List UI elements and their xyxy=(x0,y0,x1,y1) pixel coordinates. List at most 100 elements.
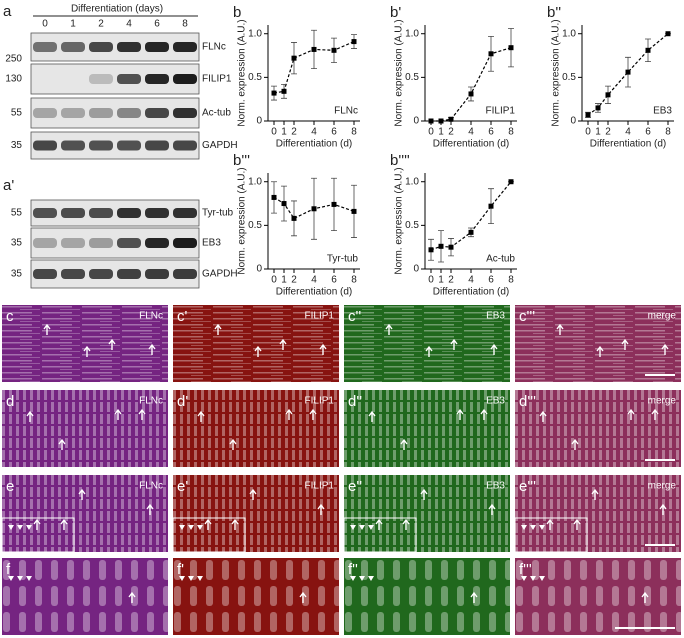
arrow xyxy=(26,410,34,422)
panel-label: e xyxy=(6,478,14,495)
plot-annotation: Tyr-tub xyxy=(327,254,359,265)
data-point xyxy=(625,69,631,75)
arrow xyxy=(641,591,649,603)
blot-band xyxy=(145,42,169,52)
blot-name: GAPDH xyxy=(202,269,238,280)
x-tick-label: 6 xyxy=(488,275,494,286)
x-tick-label: 1 xyxy=(595,127,601,138)
panel-label: e''' xyxy=(519,478,536,495)
arrowhead xyxy=(17,525,23,530)
arrow xyxy=(78,488,86,500)
blot-band xyxy=(117,42,141,52)
channel-label: FLNc xyxy=(139,396,163,407)
panel-label: b' xyxy=(390,4,401,21)
arrowhead xyxy=(8,576,14,581)
y-tick-label: 0.5 xyxy=(248,220,262,231)
arrow xyxy=(309,408,317,420)
micrograph: e'' EB3 xyxy=(343,475,510,553)
arrow xyxy=(229,438,237,450)
arrow xyxy=(490,343,498,355)
arrow xyxy=(60,518,68,530)
micrograph: c FLNc xyxy=(2,305,168,382)
blot-name: FLNc xyxy=(202,42,226,53)
arrowhead xyxy=(188,525,194,530)
x-tick-label: 4 xyxy=(468,127,474,138)
x-tick-label: 2 xyxy=(291,127,297,138)
x-tick-label: 0 xyxy=(428,275,434,286)
arrow xyxy=(33,518,41,530)
arrow xyxy=(375,518,383,530)
blot-band xyxy=(173,42,197,52)
arrowhead xyxy=(521,525,527,530)
arrow xyxy=(146,503,154,515)
data-point xyxy=(271,90,277,96)
blot-name: Ac-tub xyxy=(202,108,231,119)
data-point xyxy=(291,55,297,61)
image-texture xyxy=(173,305,339,382)
y-tick-label: 0 xyxy=(256,264,262,275)
channel-label: FLNc xyxy=(139,311,163,322)
blot-name: FILIP1 xyxy=(202,74,232,85)
arrowhead xyxy=(530,576,536,581)
blot-band xyxy=(117,269,141,279)
panel-label: b'''' xyxy=(390,152,410,169)
y-tick-label: 1.0 xyxy=(405,176,419,187)
micrograph: e FLNc xyxy=(1,475,168,553)
blot-band xyxy=(89,42,113,52)
blot-name: GAPDH xyxy=(202,140,238,151)
arrow xyxy=(204,518,212,530)
arrowhead xyxy=(188,576,194,581)
data-point xyxy=(281,201,287,207)
arrowhead xyxy=(539,576,545,581)
mw-marker: 130 xyxy=(5,74,22,85)
blot-band xyxy=(33,42,57,52)
arrowhead xyxy=(359,576,365,581)
blot-band xyxy=(61,208,85,218)
y-tick-label: 1.0 xyxy=(248,176,262,187)
x-tick-label: 4 xyxy=(311,127,317,138)
panel-label: b xyxy=(233,4,241,21)
image-texture xyxy=(344,390,510,467)
image-texture xyxy=(515,475,681,552)
x-tick-label: 2 xyxy=(291,275,297,286)
data-point xyxy=(311,206,317,212)
arrow xyxy=(456,408,464,420)
blot-band xyxy=(173,140,197,151)
inset-box xyxy=(1,517,75,553)
blot-strip xyxy=(30,131,200,160)
data-point xyxy=(585,112,591,118)
blot-band xyxy=(33,208,57,218)
data-point xyxy=(331,47,337,53)
blot-band xyxy=(145,74,169,84)
blot-band xyxy=(33,140,57,151)
lane-label: 6 xyxy=(154,19,160,30)
data-point xyxy=(351,208,357,214)
lane-label: 2 xyxy=(98,19,104,30)
image-texture xyxy=(515,390,681,467)
panel-label: b'' xyxy=(547,4,561,21)
x-axis-label: Differentiation (d) xyxy=(276,287,353,298)
data-point xyxy=(438,243,444,249)
blot-band xyxy=(61,140,85,151)
arrow xyxy=(400,438,408,450)
x-tick-label: 6 xyxy=(488,127,494,138)
data-line xyxy=(273,41,355,94)
blot-name: EB3 xyxy=(202,238,221,249)
plot-annotation: EB3 xyxy=(653,106,672,117)
x-tick-label: 4 xyxy=(311,275,317,286)
mw-marker: 55 xyxy=(11,108,23,119)
micrograph: e' FILIP1 xyxy=(172,475,339,553)
arrow xyxy=(621,338,629,350)
image-texture xyxy=(2,558,168,635)
x-tick-label: 2 xyxy=(448,275,454,286)
blot-band xyxy=(173,238,197,248)
channel-label: EB3 xyxy=(486,481,505,492)
arrow xyxy=(659,503,667,515)
blot-band xyxy=(173,208,197,218)
arrowhead xyxy=(359,525,365,530)
lane-label: 1 xyxy=(70,19,76,30)
panel-label: d''' xyxy=(519,393,536,410)
panel-label: f' xyxy=(177,561,184,578)
arrow xyxy=(470,591,478,603)
